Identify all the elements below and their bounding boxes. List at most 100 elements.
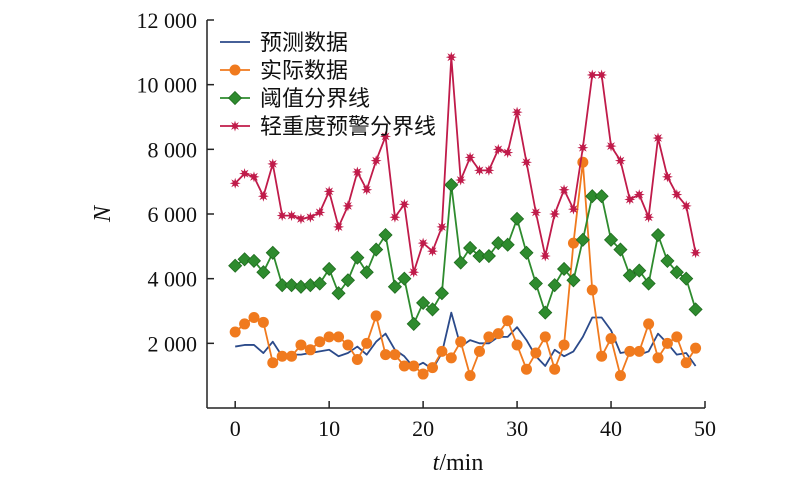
legend-item-1: 实际数据 [220,59,348,84]
data-point-diamond [519,245,534,260]
data-point-star [567,203,579,215]
data-point-star [239,168,251,180]
data-point-circle [398,360,410,372]
data-point-circle [267,357,279,369]
data-point-diamond [538,305,553,320]
data-point-circle [652,352,664,364]
x-tick-label: 10 [318,416,340,441]
data-point-star [398,198,410,210]
data-point-star [295,213,307,225]
data-point-circle [643,318,655,330]
data-point-circle [389,349,401,361]
data-point-star [408,266,420,278]
data-point-diamond [679,271,694,286]
data-point-diamond [425,302,440,317]
legend-label: 预测数据 [260,31,348,56]
data-point-circle [558,339,570,351]
data-point-diamond [434,286,449,301]
data-point-circle [690,342,702,354]
data-point-diamond [585,189,600,204]
data-point-star [286,210,298,222]
legend-label: 轻重度预警分界线 [260,115,436,140]
data-point-star [304,211,316,223]
data-point-diamond [312,276,327,291]
data-point-diamond [566,273,581,288]
y-tick-label: 10 000 [137,73,198,98]
data-point-star [624,193,636,205]
data-point-star [389,211,401,223]
data-point-circle [549,363,561,375]
data-point-star [596,69,608,81]
data-point-circle [624,345,636,357]
data-point-circle [427,362,439,374]
data-point-diamond [500,237,515,252]
data-point-star [502,147,514,159]
legend-item-3: 轻重度预警分界线 [220,115,436,140]
data-point-circle [295,339,307,351]
data-point-circle [671,331,683,343]
data-point-circle [464,370,476,382]
y-tick-label: 4 000 [148,267,198,292]
data-point-star [464,151,476,163]
data-point-circle [361,337,373,349]
data-point-circle [596,350,608,362]
x-tick-label: 0 [230,416,241,441]
data-point-star [361,184,373,196]
data-point-diamond [237,252,252,267]
x-axis-title: t/min [433,450,484,476]
data-point-diamond [641,276,656,291]
data-point-diamond [359,265,374,280]
data-point-circle [605,332,617,344]
data-point-star [586,69,598,81]
data-point-diamond [256,265,271,280]
data-point-star [276,210,288,222]
data-point-diamond [688,302,703,317]
data-point-diamond [613,242,628,257]
data-point-circle [323,331,335,343]
data-point-star [680,200,692,212]
data-point-star [333,221,345,233]
data-point-star [690,247,702,259]
x-tick-label: 30 [506,416,528,441]
data-point-circle [351,354,363,365]
data-point-diamond [322,261,337,277]
data-point-circle [276,350,288,362]
data-point-diamond [481,248,496,264]
y-tick-label: 6 000 [148,202,198,227]
data-point-diamond [510,211,525,226]
data-point-diamond [246,253,262,268]
data-point-circle [445,352,457,364]
data-point-diamond [416,295,431,310]
data-point-star [661,171,673,183]
legend-item-2: 阈值分界线 [220,87,370,112]
x-tick-label: 50 [694,416,716,441]
data-point-diamond [378,227,393,243]
data-point-diamond [528,276,543,291]
data-point-star [267,158,279,170]
data-point-diamond [340,273,356,288]
data-point-star [633,189,645,201]
data-point-circle [473,345,485,357]
data-point-diamond [547,278,562,293]
data-point-star [248,171,260,183]
data-point-star [614,155,626,167]
data-point-circle [417,368,429,380]
data-point-circle [370,310,382,322]
plot-area [228,51,703,382]
data-point-circle [520,363,532,375]
data-point-diamond [491,236,506,251]
data-point-star [671,189,683,201]
series-line-2 [234,183,697,325]
data-point-circle [248,311,260,323]
data-point-diamond [575,232,590,247]
data-point-diamond [406,316,421,331]
data-point-circle [633,345,645,357]
data-point-diamond [444,177,459,192]
data-point-diamond [660,253,675,268]
data-point-star [455,174,467,186]
data-point-diamond [265,245,280,260]
data-point-diamond [669,265,684,280]
legend-swatch-marker [227,90,243,106]
